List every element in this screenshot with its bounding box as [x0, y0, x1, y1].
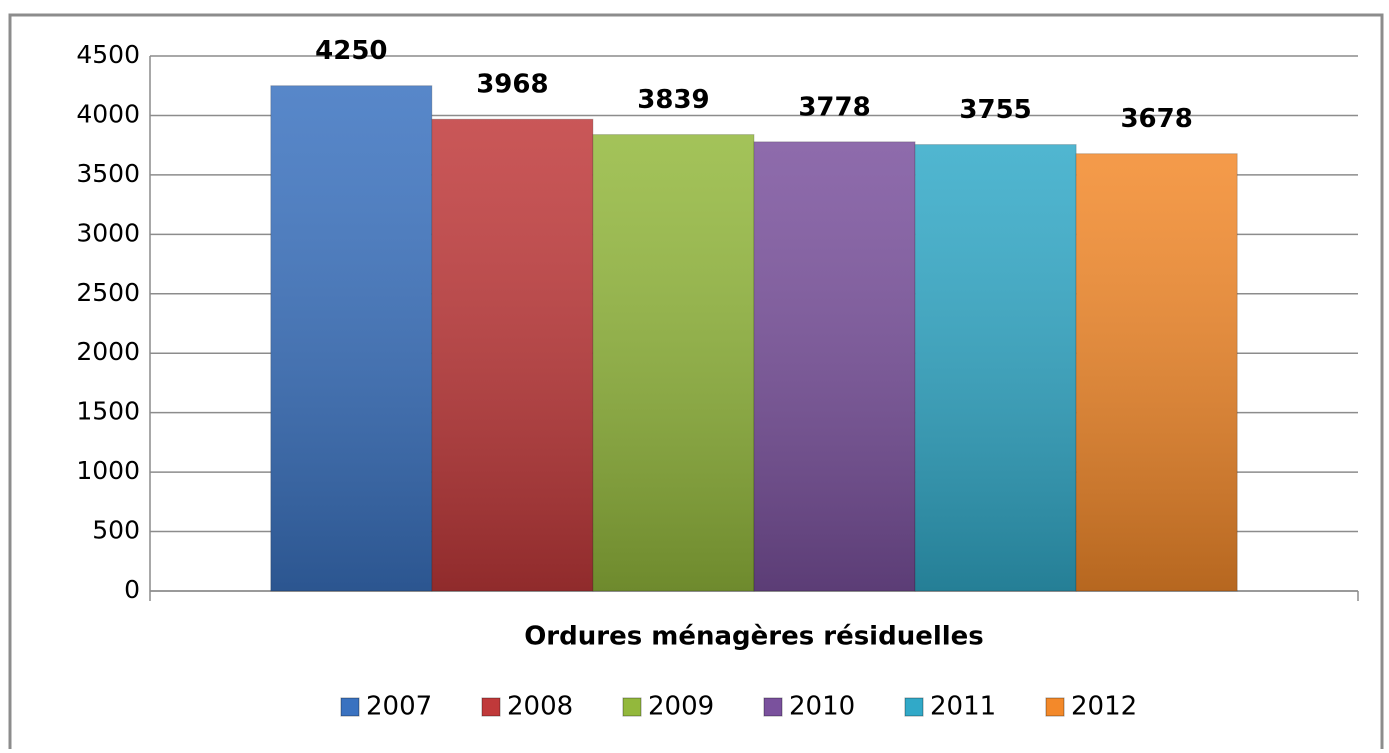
- legend-swatch: [904, 697, 924, 717]
- bar: [592, 134, 755, 592]
- legend-swatch: [1045, 697, 1065, 717]
- legend-label: 2011: [930, 692, 996, 722]
- y-tick-label: 1500: [76, 397, 140, 426]
- y-tick-label: 500: [92, 516, 140, 545]
- y-tick-label: 2500: [76, 278, 140, 307]
- bar: [1075, 153, 1238, 592]
- y-tick-label: 4500: [76, 40, 140, 69]
- data-label: 4250: [315, 36, 387, 66]
- y-tick-label: 3000: [76, 218, 140, 247]
- bar: [270, 85, 433, 592]
- y-tick-label: 3500: [76, 159, 140, 188]
- data-label: 3839: [637, 85, 709, 115]
- legend-label: 2007: [366, 692, 432, 722]
- legend-swatch: [763, 697, 783, 717]
- bar: [431, 118, 594, 592]
- data-label: 3968: [476, 70, 548, 100]
- data-label: 3678: [1120, 104, 1192, 134]
- x-tick-label: Ordures ménagères résiduelles: [524, 622, 984, 652]
- y-tick-label: 1000: [76, 456, 140, 485]
- legend-label: 2009: [648, 692, 714, 722]
- legend-label: 2012: [1071, 692, 1137, 722]
- legend-swatch: [340, 697, 360, 717]
- bar: [914, 144, 1077, 592]
- bar: [753, 141, 916, 592]
- legend-swatch: [622, 697, 642, 717]
- legend-swatch: [481, 697, 501, 717]
- data-label: 3778: [798, 92, 870, 122]
- y-tick-label: 2000: [76, 337, 140, 366]
- data-label: 3755: [959, 95, 1031, 125]
- y-tick-label: 0: [124, 575, 140, 604]
- legend-label: 2010: [789, 692, 855, 722]
- y-tick-label: 4000: [76, 99, 140, 128]
- legend-label: 2008: [507, 692, 573, 722]
